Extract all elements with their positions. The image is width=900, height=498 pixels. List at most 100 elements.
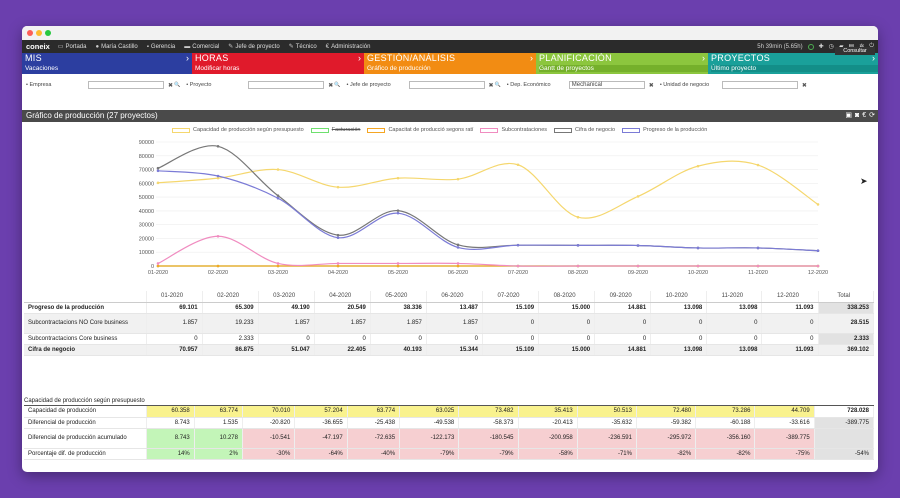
search-icon[interactable]: 🔍	[334, 82, 341, 88]
data-point[interactable]	[156, 169, 160, 173]
module-subtitle[interactable]: Gráfico de producción	[367, 65, 536, 72]
data-point[interactable]	[456, 177, 460, 181]
nav-item-comercial[interactable]: ▬ Comercial	[184, 43, 219, 50]
search-icon[interactable]: 🔍	[494, 82, 501, 88]
close-window-button[interactable]	[27, 30, 33, 36]
nav-item-gerencia[interactable]: ▪ Gerencia	[147, 43, 176, 50]
filter-input[interactable]	[721, 81, 798, 89]
data-point[interactable]	[156, 264, 160, 268]
data-point[interactable]	[816, 264, 820, 268]
maximize-window-button[interactable]	[45, 30, 51, 36]
data-point[interactable]	[216, 264, 220, 268]
search-icon[interactable]: 🔍	[174, 82, 181, 88]
logout-icon[interactable]: ⏻	[869, 43, 874, 49]
legend-item[interactable]: Progreso de la producción	[622, 127, 707, 133]
table-cell: -79%	[399, 448, 460, 460]
data-point[interactable]	[816, 203, 820, 206]
data-point[interactable]	[756, 264, 760, 268]
consultar-button[interactable]: Consultar	[835, 47, 875, 55]
module-subtitle[interactable]: Modificar horas	[195, 65, 364, 72]
plus-icon[interactable]: ✚	[818, 44, 824, 50]
nav-item-tecnico[interactable]: ✎ Técnico	[289, 43, 317, 51]
legend-item[interactable]: Capacidad de producción según presupuest…	[172, 127, 304, 133]
nav-item-maria-castillo[interactable]: ● María Castillo	[95, 43, 137, 50]
data-point[interactable]	[636, 264, 640, 268]
data-point[interactable]	[156, 166, 160, 170]
module-subtitle[interactable]: Último proyecto	[711, 65, 878, 72]
data-point[interactable]	[156, 262, 160, 265]
data-point[interactable]	[456, 264, 460, 268]
module-horas[interactable]: HORAS Modificar horas ›	[192, 53, 364, 74]
module-gestion-analisis[interactable]: GESTIÓN/ANÁLISIS Gráfico de producción ›	[364, 53, 536, 74]
nav-item-administracion[interactable]: € Administración	[326, 43, 371, 50]
data-point[interactable]	[216, 145, 220, 148]
data-point[interactable]	[516, 163, 520, 167]
data-point[interactable]	[396, 209, 400, 212]
data-point[interactable]	[696, 164, 700, 168]
clock-icon[interactable]: ◷	[828, 44, 834, 50]
data-point[interactable]	[456, 262, 460, 265]
camera-icon[interactable]: ◙	[854, 112, 860, 119]
clear-icon[interactable]: ✖	[648, 82, 654, 89]
data-point[interactable]	[276, 196, 280, 200]
module-mis[interactable]: MIS Vacaciones ›	[22, 53, 192, 74]
data-point[interactable]	[636, 195, 640, 198]
data-point[interactable]	[276, 168, 280, 171]
data-point[interactable]	[816, 249, 820, 253]
data-point[interactable]	[336, 185, 340, 189]
table-cell: -58.373	[458, 417, 519, 429]
module-subtitle[interactable]: Gantt de proyectos	[539, 65, 708, 72]
nav-item-jefe-de-proyecto[interactable]: ✎ Jefe de proyecto	[228, 43, 279, 51]
table-cell: 13.487	[426, 302, 483, 314]
data-point[interactable]	[276, 264, 280, 268]
module-planificacion[interactable]: PLANIFICACIÓN Gantt de proyectos ›	[536, 53, 708, 74]
clear-icon[interactable]: ✖	[801, 82, 807, 89]
module-proyectos[interactable]: PROYECTOS Último proyecto ›	[708, 53, 878, 74]
data-point[interactable]	[276, 262, 280, 265]
data-point[interactable]	[516, 264, 520, 268]
nav-item-portada[interactable]: ▭ Portada	[58, 43, 87, 51]
data-point[interactable]	[456, 243, 460, 247]
clear-icon[interactable]: ✖	[328, 82, 334, 89]
export-icon[interactable]: ▣	[845, 112, 852, 119]
data-point[interactable]	[576, 244, 580, 247]
filter-input[interactable]	[88, 81, 164, 89]
refresh-icon[interactable]: ⟳	[869, 112, 875, 119]
data-point[interactable]	[396, 264, 400, 268]
table-cell: 1.857	[146, 313, 203, 334]
data-point[interactable]	[336, 233, 340, 237]
data-point[interactable]	[696, 246, 700, 250]
data-point[interactable]	[216, 234, 220, 238]
data-point[interactable]	[216, 174, 220, 178]
data-point[interactable]	[336, 262, 340, 265]
data-point[interactable]	[576, 215, 580, 219]
data-point[interactable]	[576, 264, 580, 268]
data-point[interactable]	[636, 244, 640, 247]
data-point[interactable]	[336, 264, 340, 268]
legend-item[interactable]: Capacitat de producció segons ratí	[367, 127, 473, 133]
data-point[interactable]	[696, 264, 700, 268]
data-point[interactable]	[216, 176, 220, 180]
clear-icon[interactable]: ✖	[488, 82, 494, 89]
data-point[interactable]	[336, 236, 340, 239]
minimize-window-button[interactable]	[36, 30, 42, 36]
data-point[interactable]	[276, 194, 280, 197]
data-point[interactable]	[516, 243, 520, 247]
data-point[interactable]	[756, 246, 760, 250]
euro-icon[interactable]: €	[862, 112, 867, 119]
data-point[interactable]	[156, 181, 160, 185]
legend-label: Facturación	[331, 127, 361, 133]
filter-input[interactable]: Mechanical	[568, 81, 645, 89]
filter-input[interactable]	[408, 81, 485, 89]
legend-item[interactable]: Cifra de negocio	[554, 127, 615, 133]
data-point[interactable]	[396, 211, 400, 215]
filter-input[interactable]	[248, 81, 325, 89]
data-point[interactable]	[396, 176, 400, 180]
data-point[interactable]	[396, 262, 400, 265]
module-subtitle[interactable]: Vacaciones	[25, 65, 192, 72]
legend-item[interactable]: Facturación	[310, 127, 361, 133]
data-point[interactable]	[756, 163, 760, 167]
legend-item[interactable]: Subcontrataciones	[480, 127, 547, 133]
data-point[interactable]	[456, 246, 460, 249]
clear-icon[interactable]: ✖	[168, 82, 174, 89]
